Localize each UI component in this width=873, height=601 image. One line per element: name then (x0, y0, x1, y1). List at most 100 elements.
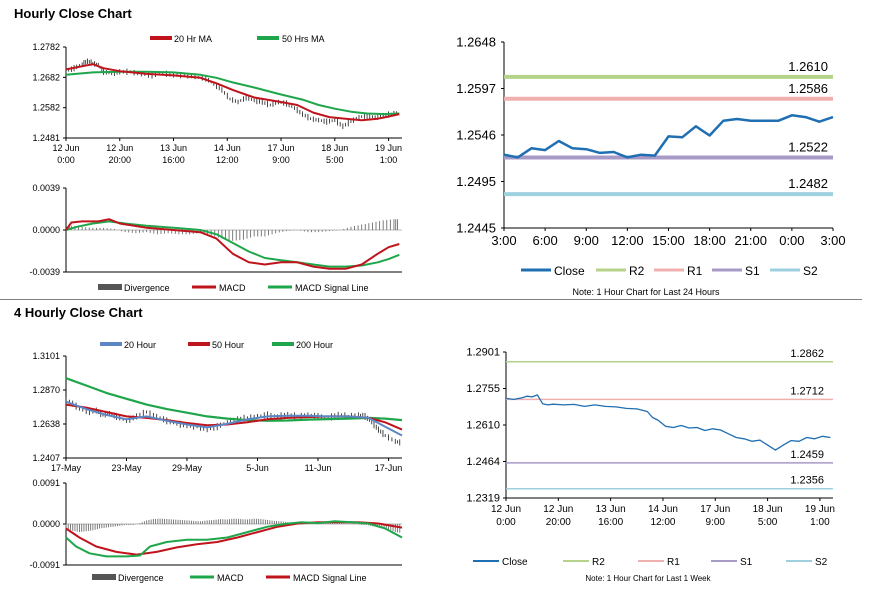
hourly-price-x-tick-label: 0:00 (57, 155, 75, 165)
level-label-s1: 1.2459 (790, 449, 824, 461)
level-label-s2: 1.2482 (788, 176, 828, 191)
legend-label-macd-signal: MACD Signal Line (293, 573, 367, 583)
legend-swatch-divergence (92, 574, 116, 580)
hourly-24h-x-tick-label: 3:00 (491, 233, 516, 248)
legend-label-50hrs-ma: 50 Hrs MA (282, 34, 325, 44)
hourly-macd-legend: Divergence MACD MACD Signal Line (98, 283, 369, 293)
hourly-24h-y-tick-label: 1.2597 (456, 81, 496, 96)
hourly-24h-legend: Close R2 R1 S1 S2 (521, 264, 818, 278)
legend-label-r2: R2 (592, 557, 605, 568)
hourly-macd-y-tick-label: 0.0000 (32, 225, 60, 235)
hourly-24h-y-tick-label: 1.2648 (456, 34, 496, 49)
hourly-price-x-tick-label: 12 Jun (106, 143, 133, 153)
four-hourly-price-x-tick-label: 23-May (111, 463, 142, 473)
hourly-24h-x-tick-label: 15:00 (652, 233, 685, 248)
hourly-24h-y-tick-label: 1.2546 (456, 127, 496, 142)
four-hourly-week-y-tick-label: 1.2610 (466, 420, 500, 432)
four-hourly-week-x-tick-label: 9:00 (706, 517, 726, 528)
legend-label-s1: S1 (745, 264, 760, 278)
legend-label-close: Close (502, 557, 528, 568)
ma200-line (65, 377, 403, 422)
four-hourly-macd-legend: Divergence MACD MACD Signal Line (92, 573, 367, 583)
hourly-24h-note: Note: 1 Hour Chart for Last 24 Hours (572, 287, 720, 297)
four-hourly-price-x-tick-label: 17-Jun (375, 463, 403, 473)
level-label-r2: 1.2610 (788, 59, 828, 74)
four-hourly-price-x-tick-label: 5-Jun (246, 463, 269, 473)
four-hourly-macd-y-tick-label: -0.0091 (29, 560, 60, 570)
legend-label-20-hour: 20 Hour (124, 340, 156, 350)
four-hourly-week-x-tick-label: 12 Jun (491, 504, 521, 515)
four-hourly-price-y-tick-label: 1.3101 (32, 351, 60, 361)
four-hourly-week-note: Note: 1 Hour Chart for Last 1 Week (585, 574, 711, 583)
legend-label-s2: S2 (803, 264, 818, 278)
legend-label-r1: R1 (687, 264, 703, 278)
four-hourly-price-x-tick-label: 17-May (51, 463, 82, 473)
level-label-s2: 1.2356 (790, 475, 824, 487)
four-hourly-week-y-tick-label: 1.2901 (466, 347, 500, 359)
legend-label-divergence: Divergence (118, 573, 164, 583)
four-hourly-price-x-tick-label: 29-May (172, 463, 203, 473)
hourly-price-legend: 20 Hr MA 50 Hrs MA (150, 34, 325, 44)
legend-label-s1: S1 (740, 557, 753, 568)
legend-label-s2: S2 (815, 557, 828, 568)
four-hourly-week-x-tick-label: 16:00 (598, 517, 623, 528)
four-hourly-week-x-tick-label: 5:00 (758, 517, 778, 528)
legend-label-20hr-ma: 20 Hr MA (174, 34, 212, 44)
hourly-price-y-tick-label: 1.2782 (32, 42, 60, 52)
legend-label-r2: R2 (629, 264, 645, 278)
four-hourly-section-title: 4 Hourly Close Chart (14, 305, 143, 320)
hourly-price-x-tick-label: 16:00 (162, 155, 185, 165)
four-hourly-macd-y-tick-label: 0.0091 (32, 478, 60, 488)
level-label-r2: 1.2862 (790, 348, 824, 360)
ma20-line (65, 400, 403, 437)
hourly-price-x-tick-label: 5:00 (326, 155, 344, 165)
hourly-price-x-tick-label: 17 Jun (268, 143, 295, 153)
hourly-price-x-tick-label: 12:00 (216, 155, 239, 165)
four-hourly-week-x-tick-label: 0:00 (496, 517, 516, 528)
hourly-24h-x-tick-label: 21:00 (734, 233, 767, 248)
four-hourly-week-x-tick-label: 12 Jun (543, 504, 573, 515)
hourly-24h-x-tick-label: 12:00 (611, 233, 644, 248)
hourly-macd-y-tick-label: -0.0039 (29, 267, 60, 277)
hourly-price-x-tick-label: 9:00 (272, 155, 290, 165)
hourly-24h-y-tick-label: 1.2495 (456, 174, 496, 189)
four-hourly-price-x-tick-label: 11-Jun (305, 463, 332, 473)
four-hourly-price-y-tick-label: 1.2407 (32, 453, 60, 463)
legend-label-50-hour: 50 Hour (212, 340, 244, 350)
level-label-r1: 1.2586 (788, 81, 828, 96)
hourly-section-title: Hourly Close Chart (14, 6, 132, 21)
section-divider (0, 299, 862, 300)
four-hourly-week-x-tick-label: 20:00 (546, 517, 571, 528)
legend-swatch-divergence (98, 284, 122, 290)
ma50-line (65, 70, 400, 116)
four-hourly-week-x-tick-label: 12:00 (650, 517, 675, 528)
four-hourly-price-y-tick-label: 1.2870 (32, 385, 60, 395)
hourly-price-y-tick-label: 1.2582 (32, 103, 60, 113)
four-hourly-macd-y-tick-label: 0.0000 (32, 519, 60, 529)
hourly-price-x-tick-label: 1:00 (380, 155, 398, 165)
four-hourly-week-x-tick-label: 17 Jun (700, 504, 730, 515)
four-hourly-week-x-tick-label: 18 Jun (753, 504, 783, 515)
legend-label-macd: MACD (217, 573, 244, 583)
macd-line (65, 520, 403, 558)
hourly-price-y-tick-label: 1.2682 (32, 72, 60, 82)
hourly-price-x-tick-label: 18 Jun (321, 143, 348, 153)
four-hourly-week-x-tick-label: 13 Jun (596, 504, 626, 515)
legend-label-200-hour: 200 Hour (296, 340, 333, 350)
hourly-price-x-tick-label: 20:00 (108, 155, 131, 165)
legend-label-macd: MACD (219, 283, 246, 293)
four-hourly-week-legend: Close R2 R1 S1 S2 (473, 557, 828, 568)
hourly-24h-x-tick-label: 6:00 (532, 233, 557, 248)
hourly-price-x-tick-label: 13 Jun (160, 143, 187, 153)
level-label-s1: 1.2522 (788, 139, 828, 154)
four-hourly-week-x-tick-label: 1:00 (810, 517, 830, 528)
four-hourly-week-x-tick-label: 14 Jun (648, 504, 678, 515)
level-label-r1: 1.2712 (790, 385, 824, 397)
four-hourly-week-y-tick-label: 1.2755 (466, 383, 500, 395)
hourly-24h-x-tick-label: 0:00 (779, 233, 804, 248)
